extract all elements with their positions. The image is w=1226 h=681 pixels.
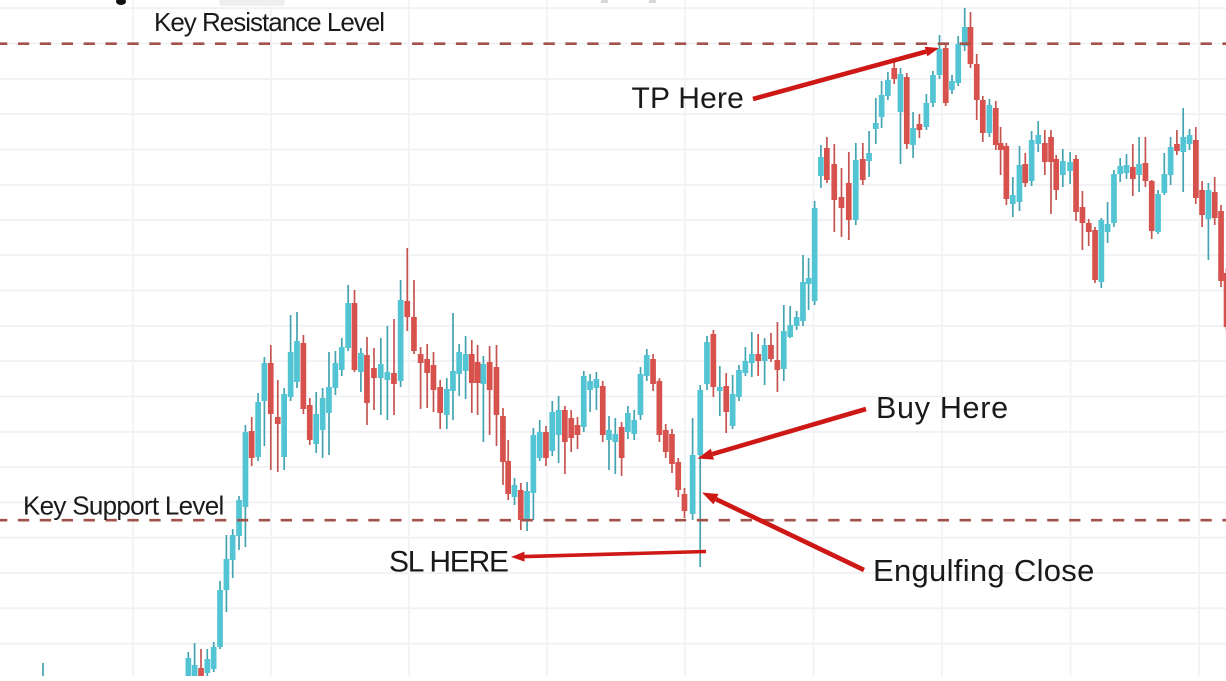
svg-text:Key Resistance Level: Key Resistance Level	[154, 7, 384, 37]
svg-text:Key Support Level: Key Support Level	[23, 491, 224, 521]
svg-text:SL HERE: SL HERE	[389, 546, 508, 579]
svg-text:Buy Here: Buy Here	[876, 391, 1009, 425]
svg-text:TP Here: TP Here	[632, 82, 745, 115]
svg-text:Engulfing Close: Engulfing Close	[873, 553, 1095, 588]
